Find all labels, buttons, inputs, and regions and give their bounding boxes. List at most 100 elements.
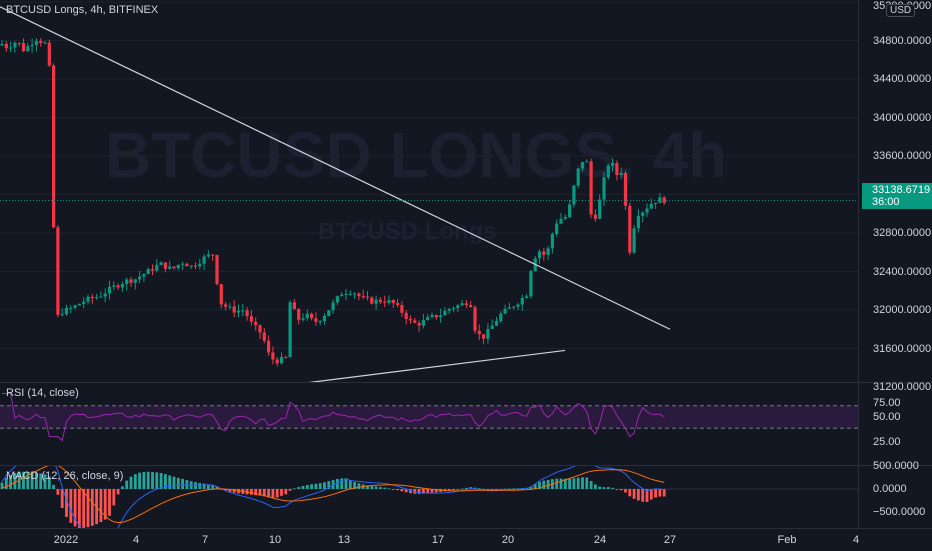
- macd-histogram-bar: [176, 477, 180, 489]
- candle-down: [400, 305, 404, 313]
- time-axis[interactable]: 2022 4 7 10 13 17 20 24 27 Feb 4: [0, 528, 932, 551]
- macd-histogram-bar: [538, 481, 541, 489]
- trendline-descending: [0, 6, 671, 330]
- x-tick: 27: [663, 534, 677, 546]
- macd-histogram-bar: [559, 478, 563, 489]
- candle-up: [34, 41, 38, 45]
- rsi-pane[interactable]: RSI (14, close): [0, 383, 858, 465]
- macd-histogram-bar: [280, 489, 283, 496]
- candle-down: [232, 306, 236, 313]
- pane-separator[interactable]: [0, 465, 932, 466]
- macd-histogram-bar: [495, 489, 498, 490]
- macd-histogram-bar: [86, 489, 90, 528]
- macd-histogram-bar: [348, 480, 352, 489]
- candle-up: [327, 310, 331, 317]
- macd-histogram-bar: [585, 477, 589, 489]
- candle-up: [529, 271, 533, 297]
- candle-down: [245, 310, 249, 317]
- candle-up: [142, 274, 146, 277]
- macd-histogram-bar: [486, 489, 490, 490]
- macd-histogram-bar: [370, 486, 374, 489]
- macd-histogram-bar: [391, 489, 395, 490]
- candle-up: [138, 276, 142, 280]
- candle-down: [185, 263, 189, 267]
- candle-up: [103, 293, 107, 297]
- macd-histogram-bar: [125, 480, 129, 489]
- macd-pane[interactable]: MACD (12, 26, close, 9): [0, 466, 858, 528]
- candle-down: [172, 266, 176, 269]
- macd-histogram-bar: [357, 483, 361, 489]
- candle-down: [116, 285, 120, 288]
- currency-badge[interactable]: USD: [886, 4, 916, 17]
- macd-histogram-bar: [576, 477, 580, 489]
- macd-histogram-bar: [336, 479, 339, 489]
- candle-down: [370, 297, 374, 304]
- price-tick: 33600.0000: [873, 150, 932, 162]
- macd-histogram-bar: [422, 489, 425, 494]
- macd-histogram-bar: [637, 489, 640, 501]
- candle-up: [555, 223, 559, 235]
- macd-histogram-bar: [465, 487, 468, 489]
- macd-histogram-bar: [602, 487, 606, 489]
- macd-histogram-bar: [581, 477, 584, 489]
- candle-up: [189, 265, 193, 267]
- macd-histogram-bar: [546, 479, 550, 489]
- price-pane[interactable]: BTCUSD LONGS, 4h BTCUSD Longs BTCUSD Lon…: [0, 0, 858, 382]
- candle-up: [499, 313, 503, 321]
- candle-up: [318, 321, 322, 323]
- candle-up: [550, 234, 554, 249]
- candle-up: [168, 266, 172, 269]
- macd-histogram-bar: [56, 489, 60, 495]
- candle-down: [267, 340, 271, 353]
- rsi-axis[interactable]: 75.00 50.00 25.00: [858, 383, 932, 465]
- price-chart[interactable]: [0, 0, 858, 382]
- candle-down: [275, 359, 279, 364]
- macd-histogram-bar: [237, 489, 240, 494]
- candle-up: [649, 203, 653, 209]
- candle-down: [434, 314, 438, 318]
- macd-histogram-bar: [254, 489, 258, 496]
- price-tick: 32400.0000: [873, 265, 932, 278]
- macd-histogram-bar: [447, 489, 451, 491]
- macd-histogram-bar: [482, 488, 485, 490]
- candle-down: [589, 161, 593, 215]
- macd-histogram-bar: [155, 472, 159, 489]
- candle-down: [224, 304, 228, 307]
- candle-up: [322, 316, 327, 322]
- macd-histogram-bar: [305, 485, 309, 489]
- macd-histogram-bar: [323, 482, 326, 489]
- macd-histogram-bar: [69, 489, 73, 523]
- macd-histogram-bar: [396, 489, 399, 491]
- macd-histogram-bar: [353, 482, 356, 489]
- candle-up: [125, 279, 129, 285]
- candle-up: [516, 304, 520, 307]
- macd-histogram-bar: [146, 471, 150, 489]
- macd-histogram-bar: [516, 488, 520, 490]
- candle-up: [426, 316, 430, 321]
- macd-histogram-bar: [409, 489, 412, 494]
- macd-histogram-bar: [202, 483, 206, 489]
- macd-histogram-bar: [456, 489, 460, 490]
- macd-axis[interactable]: 500.0000 0.0000 −500.0000: [858, 460, 932, 528]
- candle-up: [198, 263, 202, 267]
- macd-histogram-bar: [598, 486, 602, 489]
- candle-up: [572, 185, 576, 205]
- candle-up: [146, 269, 150, 275]
- last-price-label: 33138.6719 36:00: [862, 183, 932, 209]
- macd-histogram-bar: [293, 488, 296, 490]
- candle-down: [211, 254, 215, 256]
- candle-down: [365, 296, 370, 298]
- rsi-chart: [0, 393, 858, 442]
- macd-histogram-bar: [90, 489, 94, 526]
- candle-up: [585, 161, 589, 163]
- pane-separator[interactable]: [0, 382, 932, 383]
- macd-histogram-bar: [469, 487, 473, 489]
- trendline-ascending: [308, 349, 566, 382]
- macd-histogram-bar: [232, 489, 236, 493]
- macd-tick-neg500: −500.0000: [873, 506, 926, 518]
- candle-down: [615, 163, 619, 176]
- candle-down: [469, 304, 473, 308]
- candle-up: [181, 263, 185, 265]
- candle-down: [262, 332, 266, 341]
- candle-down: [129, 279, 133, 283]
